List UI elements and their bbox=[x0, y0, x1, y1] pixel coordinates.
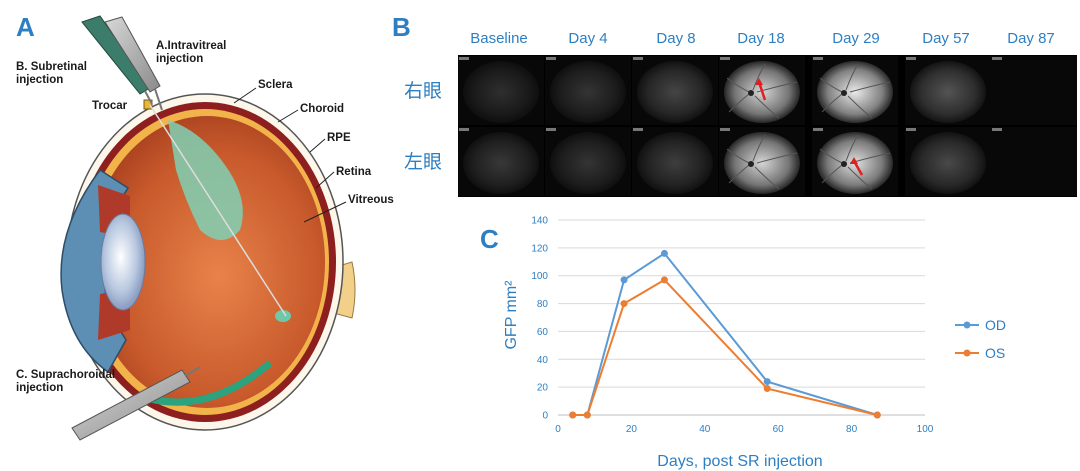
fundus-image bbox=[991, 127, 1077, 196]
panel-a-letter: A bbox=[16, 12, 35, 42]
chart-y-tick-label: 140 bbox=[531, 216, 548, 227]
vitreous-shape bbox=[89, 116, 325, 408]
chart-point-os bbox=[660, 276, 668, 284]
chart-legend: OD OS bbox=[955, 317, 1006, 374]
fundus-image bbox=[632, 127, 718, 196]
chart-y-tick-label: 60 bbox=[537, 327, 549, 338]
chart-point-os bbox=[620, 300, 628, 308]
suprachoroidal-band bbox=[148, 360, 272, 406]
chart-x-tick-label: 40 bbox=[699, 424, 711, 435]
fundus-image bbox=[812, 127, 898, 196]
fundus-image bbox=[545, 56, 631, 125]
chart-y-tick-label: 20 bbox=[537, 383, 549, 394]
chart-series-line-od bbox=[572, 252, 878, 416]
fundus-image bbox=[905, 56, 991, 125]
fundus-image bbox=[458, 127, 544, 196]
legend-label: OS bbox=[985, 345, 1006, 361]
needle-a bbox=[104, 16, 161, 93]
legend-item-os: OS bbox=[955, 345, 1006, 361]
chart-y-tick-label: 120 bbox=[531, 243, 548, 254]
chart-point-os bbox=[763, 385, 771, 393]
chart-y-tick-label: 40 bbox=[537, 355, 549, 366]
subretinal-label: B. Subretinal injection bbox=[16, 61, 87, 86]
fundus-image bbox=[545, 127, 631, 196]
fundus-head-day87: Day 87 bbox=[1007, 30, 1055, 47]
chart-y-tick-label: 0 bbox=[542, 411, 548, 422]
chart-point-os bbox=[583, 411, 591, 419]
eye-diagram bbox=[60, 15, 356, 441]
right-eye-label: 右眼 bbox=[404, 81, 443, 102]
vector-plume bbox=[168, 120, 243, 240]
rpe-label: RPE bbox=[327, 132, 351, 144]
fundus-image bbox=[905, 127, 991, 196]
legend-item-od: OD bbox=[955, 317, 1006, 333]
fundus-image bbox=[458, 56, 544, 125]
chart-point-od bbox=[660, 249, 668, 257]
choroid-label: Choroid bbox=[300, 103, 345, 115]
fundus-head-baseline: Baseline bbox=[470, 30, 528, 47]
chart-y-tick-label: 100 bbox=[531, 271, 548, 282]
chart-x-tick-label: 0 bbox=[555, 424, 561, 435]
fundus-head-day4: Day 4 bbox=[568, 30, 608, 47]
legend-marker bbox=[955, 349, 979, 357]
retina-label: Retina bbox=[336, 166, 372, 178]
suprachoroidal-label: C. Suprachoroidal injection bbox=[16, 369, 116, 394]
vitreous-label: Vitreous bbox=[348, 194, 394, 206]
panel-c-letter: C bbox=[480, 224, 499, 254]
sclera-label: Sclera bbox=[258, 79, 293, 91]
chart-point-od bbox=[620, 276, 628, 284]
fundus-head-day29: Day 29 bbox=[832, 30, 880, 47]
fundus-image bbox=[991, 56, 1077, 125]
fundus-head-day8: Day 8 bbox=[656, 30, 696, 47]
fundus-head-day18: Day 18 bbox=[737, 30, 785, 47]
left-eye-label: 左眼 bbox=[404, 152, 443, 173]
chart-point-os bbox=[569, 411, 577, 419]
subretinal-bleb bbox=[275, 310, 291, 322]
chart-point-os bbox=[873, 411, 881, 419]
fundus-image bbox=[812, 56, 898, 125]
chart-x-tick-label: 20 bbox=[626, 424, 638, 435]
intravitreal-label: A.Intravitreal injection bbox=[156, 40, 227, 65]
chart-x-tick-label: 80 bbox=[846, 424, 858, 435]
panel-b-letter: B bbox=[392, 12, 411, 42]
fundus-image bbox=[719, 127, 805, 196]
needle-c bbox=[71, 369, 191, 441]
trocar-label: Trocar bbox=[92, 100, 128, 112]
chart-point-od bbox=[763, 378, 771, 386]
chart-y-axis-label: GFP mm² bbox=[503, 280, 520, 350]
chart-x-tick-label: 60 bbox=[773, 424, 785, 435]
gfp-line-chart: 0 20 40 60 80 100 120 140 0 20 40 60 80 100 Days, pos… bbox=[503, 216, 934, 471]
fundus-head-day57: Day 57 bbox=[922, 30, 970, 47]
legend-label: OD bbox=[985, 317, 1006, 333]
fundus-image bbox=[632, 56, 718, 125]
lens-shape bbox=[100, 213, 146, 311]
legend-marker bbox=[955, 321, 979, 329]
chart-y-tick-label: 80 bbox=[537, 299, 549, 310]
fundus-image-strip bbox=[458, 55, 1077, 197]
trocar-shape bbox=[143, 99, 153, 110]
chart-x-tick-label: 100 bbox=[917, 424, 934, 435]
fundus-image bbox=[719, 56, 805, 125]
chart-x-axis-label: Days, post SR injection bbox=[657, 453, 822, 470]
